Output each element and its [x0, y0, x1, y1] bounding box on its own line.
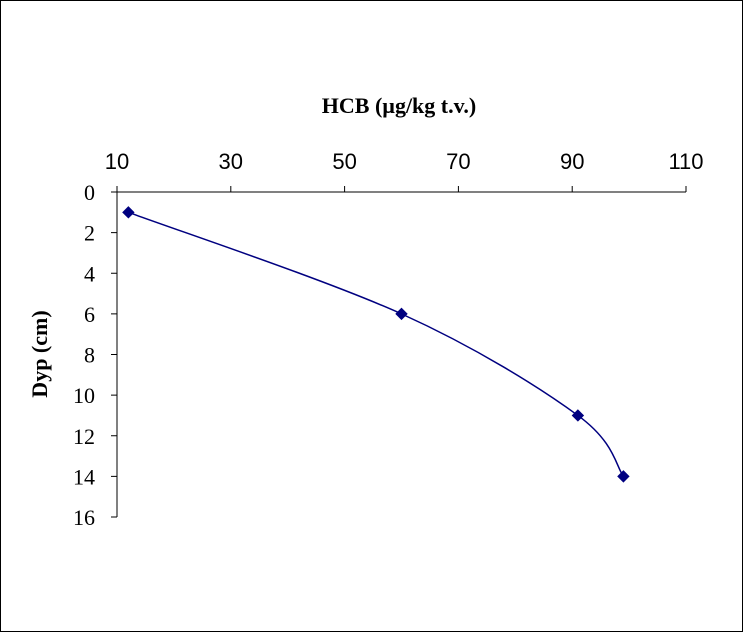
y-tick-label: 14 — [73, 464, 95, 489]
axes — [116, 191, 686, 517]
x-tick-label: 90 — [560, 149, 584, 174]
x-axis-ticks: 10 30 50 70 90 110 — [105, 149, 704, 192]
series-markers — [122, 206, 630, 483]
y-tick-label: 8 — [84, 343, 95, 368]
y-tick-label: 2 — [84, 221, 95, 246]
x-tick-label: 30 — [219, 149, 243, 174]
x-tick-label: 10 — [105, 149, 129, 174]
data-point-marker — [617, 470, 630, 483]
y-axis-ticks: 0 2 4 6 8 10 12 14 16 — [73, 180, 117, 530]
y-axis-title: Dyp (cm) — [27, 310, 52, 397]
y-tick-label: 10 — [73, 383, 95, 408]
x-tick-label: 50 — [332, 149, 356, 174]
y-tick-label: 6 — [84, 302, 95, 327]
y-tick-label: 0 — [84, 180, 95, 205]
data-point-marker — [571, 409, 585, 422]
x-tick-label: 70 — [446, 149, 470, 174]
x-axis-title: HCB (µg/kg t.v.) — [322, 93, 476, 118]
y-tick-label: 4 — [84, 261, 95, 286]
x-tick-label: 110 — [668, 149, 703, 174]
y-tick-label: 16 — [73, 505, 95, 530]
y-tick-label: 12 — [73, 424, 95, 449]
data-point-marker — [395, 307, 408, 321]
series-line — [128, 211, 625, 477]
data-point-marker — [122, 206, 135, 219]
